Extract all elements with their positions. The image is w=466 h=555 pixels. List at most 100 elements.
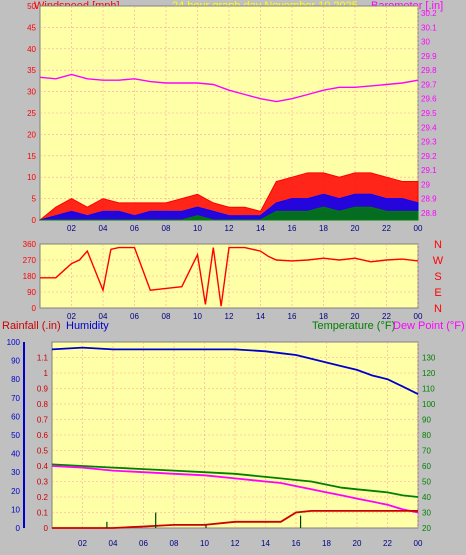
baro-y-tick-29.6: 29.6	[421, 95, 437, 104]
temp-y-tick-40: 40	[422, 493, 431, 502]
dir-y-tick-360: 360	[23, 240, 37, 249]
dir-x-tick-22: 22	[382, 312, 391, 321]
lower-x-tick-06: 06	[139, 539, 148, 548]
lower-series-temperature	[51, 463, 419, 498]
dir-x-tick-04: 04	[99, 312, 108, 321]
rain-y-tick-0.8: 0.8	[37, 400, 49, 409]
humidity-y-tick-20: 20	[11, 487, 20, 496]
lower-x-tick-10: 10	[200, 539, 209, 548]
humidity-y-tick-100: 100	[7, 338, 21, 347]
wind-x-tick-18: 18	[319, 224, 328, 233]
wind-y-tick-5: 5	[32, 195, 37, 204]
rain-y-tick-0.2: 0.2	[37, 493, 49, 502]
wind-x-tick-06: 06	[130, 224, 139, 233]
rain-y-tick-0.4: 0.4	[37, 462, 49, 471]
baro-y-tick-29.1: 29.1	[421, 166, 437, 175]
wind-y-tick-15: 15	[27, 152, 36, 161]
wind-x-tick-12: 12	[225, 224, 234, 233]
wind-x-tick-08: 08	[162, 224, 171, 233]
wind-y-tick-10: 10	[27, 173, 36, 182]
baro-y-tick-30.2: 30.2	[421, 9, 437, 18]
lower-x-tick-16: 16	[292, 539, 301, 548]
dir-y-tick-90: 90	[27, 288, 36, 297]
temp-y-tick-30: 30	[422, 509, 431, 518]
lower-x-tick-18: 18	[322, 539, 331, 548]
baro-y-tick-29.9: 29.9	[421, 52, 437, 61]
temp-y-tick-50: 50	[422, 478, 431, 487]
dir-y-tick-180: 180	[23, 272, 37, 281]
baro-y-tick-29: 29	[421, 180, 430, 189]
humidity-y-tick-60: 60	[11, 412, 20, 421]
temp-y-tick-110: 110	[422, 385, 435, 394]
barometer-series	[39, 73, 419, 103]
lower-x-tick-20: 20	[353, 539, 362, 548]
temp-y-tick-80: 80	[422, 431, 431, 440]
dir-x-tick-14: 14	[256, 312, 265, 321]
humidity-y-tick-10: 10	[11, 505, 20, 514]
wind-x-tick-10: 10	[193, 224, 202, 233]
dir-compass-S-2: S	[434, 271, 441, 283]
dir-x-tick-06: 06	[130, 312, 139, 321]
temp-y-tick-120: 120	[422, 369, 436, 378]
lower-series-dew-point	[51, 465, 419, 514]
dir-x-tick-20: 20	[351, 312, 360, 321]
wind-y-tick-50: 50	[27, 2, 36, 11]
baro-y-tick-30: 30	[421, 38, 430, 47]
wind-y-tick-45: 45	[27, 23, 36, 32]
temp-y-tick-20: 20	[422, 524, 431, 533]
dir-x-tick-18: 18	[319, 312, 328, 321]
direction-series	[40, 246, 419, 307]
baro-y-tick-29.7: 29.7	[421, 80, 437, 89]
lower-series-humidity	[51, 346, 419, 395]
dir-x-tick-08: 08	[162, 312, 171, 321]
temp-y-tick-100: 100	[422, 400, 436, 409]
wind-x-tick-04: 04	[99, 224, 108, 233]
dir-x-tick-00: 00	[414, 312, 423, 321]
baro-y-tick-29.8: 29.8	[421, 66, 437, 75]
baro-y-tick-29.3: 29.3	[421, 138, 437, 147]
dir-x-tick-10: 10	[193, 312, 202, 321]
temp-y-tick-130: 130	[422, 354, 436, 363]
dir-x-tick-12: 12	[225, 312, 234, 321]
wind-series-2	[40, 206, 419, 221]
baro-y-tick-29.2: 29.2	[421, 152, 437, 161]
wind-y-tick-30: 30	[27, 88, 36, 97]
dir-x-tick-16: 16	[288, 312, 297, 321]
baro-y-tick-28.8: 28.8	[421, 209, 437, 218]
humidity-y-tick-90: 90	[11, 357, 20, 366]
rain-y-tick-0: 0	[44, 524, 49, 533]
humidity-y-tick-50: 50	[11, 431, 20, 440]
temp-y-tick-60: 60	[422, 462, 431, 471]
rain-y-tick-0.7: 0.7	[37, 416, 49, 425]
lower-x-tick-04: 04	[109, 539, 118, 548]
lower-x-tick-12: 12	[231, 539, 240, 548]
lower-x-tick-08: 08	[170, 539, 179, 548]
baro-y-tick-30.1: 30.1	[421, 23, 437, 32]
humidity-y-tick-80: 80	[11, 375, 20, 384]
wind-x-tick-22: 22	[382, 224, 391, 233]
wind-x-tick-14: 14	[256, 224, 265, 233]
dir-compass-N-4: N	[434, 303, 442, 315]
wind-x-tick-00: 00	[414, 224, 423, 233]
humidity-y-tick-0: 0	[16, 524, 21, 533]
temp-y-tick-70: 70	[422, 447, 431, 456]
dir-compass-W-1: W	[433, 255, 444, 267]
humidity-y-tick-40: 40	[11, 450, 20, 459]
humidity-y-tick-30: 30	[11, 468, 20, 477]
dir-x-tick-02: 02	[67, 312, 76, 321]
lower-x-tick-00: 00	[414, 539, 423, 548]
lower-series-rainfall	[52, 509, 418, 529]
wind-x-tick-16: 16	[288, 224, 297, 233]
baro-y-tick-29.4: 29.4	[421, 123, 437, 132]
lower-x-tick-02: 02	[78, 539, 87, 548]
rain-y-tick-0.1: 0.1	[37, 509, 49, 518]
temp-y-tick-90: 90	[422, 416, 431, 425]
humidity-y-tick-70: 70	[11, 394, 20, 403]
rainfall-axis-label: Rainfall (.in)	[2, 320, 61, 332]
rain-y-tick-1: 1	[44, 369, 49, 378]
dir-y-tick-270: 270	[23, 256, 37, 265]
humidity-axis-label: Humidity	[66, 320, 109, 332]
wind-x-tick-02: 02	[67, 224, 76, 233]
rain-y-tick-0.9: 0.9	[37, 385, 49, 394]
